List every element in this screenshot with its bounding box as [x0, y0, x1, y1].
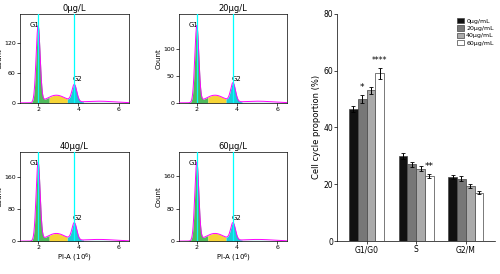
- Y-axis label: Count: Count: [156, 186, 162, 207]
- Title: 0μg/L: 0μg/L: [62, 4, 86, 13]
- Text: G1: G1: [188, 22, 198, 28]
- Text: G1: G1: [30, 160, 40, 166]
- Text: G2: G2: [232, 76, 241, 82]
- Y-axis label: Count: Count: [0, 186, 3, 207]
- Bar: [457, 179, 466, 241]
- Title: 40μg/L: 40μg/L: [60, 142, 88, 151]
- Text: G1: G1: [188, 160, 198, 166]
- Text: **: **: [425, 162, 434, 171]
- X-axis label: PI-A ($10^6$): PI-A ($10^6$): [216, 252, 250, 264]
- Bar: [466, 186, 474, 241]
- Bar: [448, 177, 457, 241]
- Bar: [474, 193, 484, 241]
- Text: G2: G2: [73, 76, 83, 82]
- Bar: [425, 176, 434, 241]
- Bar: [408, 164, 416, 241]
- Bar: [349, 109, 358, 241]
- Bar: [398, 156, 407, 241]
- Title: 60μg/L: 60μg/L: [218, 142, 248, 151]
- X-axis label: PI-A ($10^6$): PI-A ($10^6$): [57, 252, 92, 264]
- Bar: [358, 99, 366, 241]
- Y-axis label: Count: Count: [156, 48, 162, 69]
- Text: *: *: [360, 83, 364, 92]
- Text: G2: G2: [232, 215, 241, 221]
- Y-axis label: Count: Count: [0, 48, 2, 69]
- Y-axis label: Cell cycle proportion (%): Cell cycle proportion (%): [312, 75, 320, 179]
- Text: G2: G2: [73, 215, 83, 221]
- Bar: [416, 169, 425, 241]
- Legend: 0μg/mL, 20μg/mL, 40μg/mL, 60μg/mL: 0μg/mL, 20μg/mL, 40μg/mL, 60μg/mL: [456, 17, 495, 47]
- Bar: [366, 90, 376, 241]
- Title: 20μg/L: 20μg/L: [218, 4, 248, 13]
- Text: G1: G1: [30, 22, 40, 28]
- Bar: [376, 73, 384, 241]
- Text: ****: ****: [372, 56, 388, 65]
